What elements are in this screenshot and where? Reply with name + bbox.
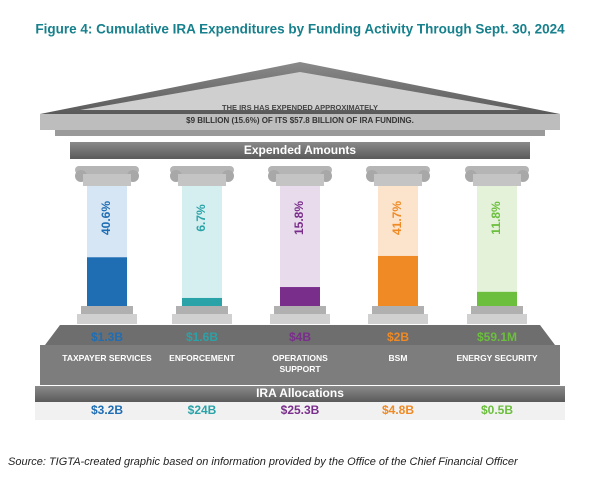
capital-neck (83, 174, 131, 186)
category-label: BSM (388, 353, 408, 363)
column-base (176, 306, 228, 314)
column-fill (280, 287, 320, 306)
allocation-label: $0.5B (481, 403, 513, 417)
category-label: TAXPAYER SERVICES (62, 353, 152, 363)
column-fill (477, 291, 517, 306)
allocation-label: $24B (188, 403, 217, 417)
source: Source: TIGTA-created graphic based on i… (8, 456, 518, 468)
capital (75, 166, 139, 174)
category-label: OPERATIONS SUPPORT (272, 353, 328, 374)
column-plinth (368, 314, 428, 324)
expended-label: $2B (387, 330, 409, 344)
banner-line: THE IRS HAS EXPENDED APPROXIMATELY (222, 103, 378, 112)
roof-edge (55, 130, 545, 136)
platform (40, 345, 560, 385)
column-fill (87, 257, 127, 306)
step (45, 325, 555, 345)
column (182, 186, 222, 306)
column-plinth (77, 314, 137, 324)
banner-line: $9 BILLION (15.6%) OF ITS $57.8 BILLION … (186, 116, 414, 125)
value-label: 41.7% (390, 201, 404, 235)
value-label: 11.8% (489, 201, 503, 235)
heading-bar (70, 142, 530, 159)
column-plinth (467, 314, 527, 324)
capital-neck (374, 174, 422, 186)
expended-label: $4B (289, 330, 311, 344)
column (280, 186, 320, 306)
column-plinth (172, 314, 232, 324)
column-fill (182, 297, 222, 306)
expended-label: $1.6B (186, 330, 218, 344)
roof-inner (80, 72, 520, 110)
capital-neck (276, 174, 324, 186)
column-base (274, 306, 326, 314)
allocations-bar (35, 386, 565, 402)
category-label: ENFORCEMENT (169, 353, 235, 363)
column (477, 186, 517, 306)
allocations-row (35, 402, 565, 420)
capital-neck (178, 174, 226, 186)
value-label: 40.6% (99, 201, 113, 235)
capital (268, 166, 332, 174)
expended-heading: Expended Amounts (244, 143, 357, 157)
column-base (81, 306, 133, 314)
category-label: ENERGY SECURITY (456, 353, 538, 363)
allocation-label: $25.3B (281, 403, 320, 417)
capital (170, 166, 234, 174)
column-base (372, 306, 424, 314)
capital-neck (473, 174, 521, 186)
value-label: 15.8% (292, 201, 306, 235)
allocation-label: $4.8B (382, 403, 414, 417)
roof-band (40, 114, 560, 130)
expended-label: $1.3B (91, 330, 123, 344)
capital (465, 166, 529, 174)
chart-title: Figure 4: Cumulative IRA Expenditures by… (35, 22, 565, 37)
column-plinth (270, 314, 330, 324)
allocations-heading: IRA Allocations (256, 386, 344, 400)
column-base (471, 306, 523, 314)
allocation-label: $3.2B (91, 403, 123, 417)
expended-label: $59.1M (477, 330, 517, 344)
capital (366, 166, 430, 174)
value-label: 6.7% (194, 204, 208, 232)
column-fill (378, 255, 418, 306)
